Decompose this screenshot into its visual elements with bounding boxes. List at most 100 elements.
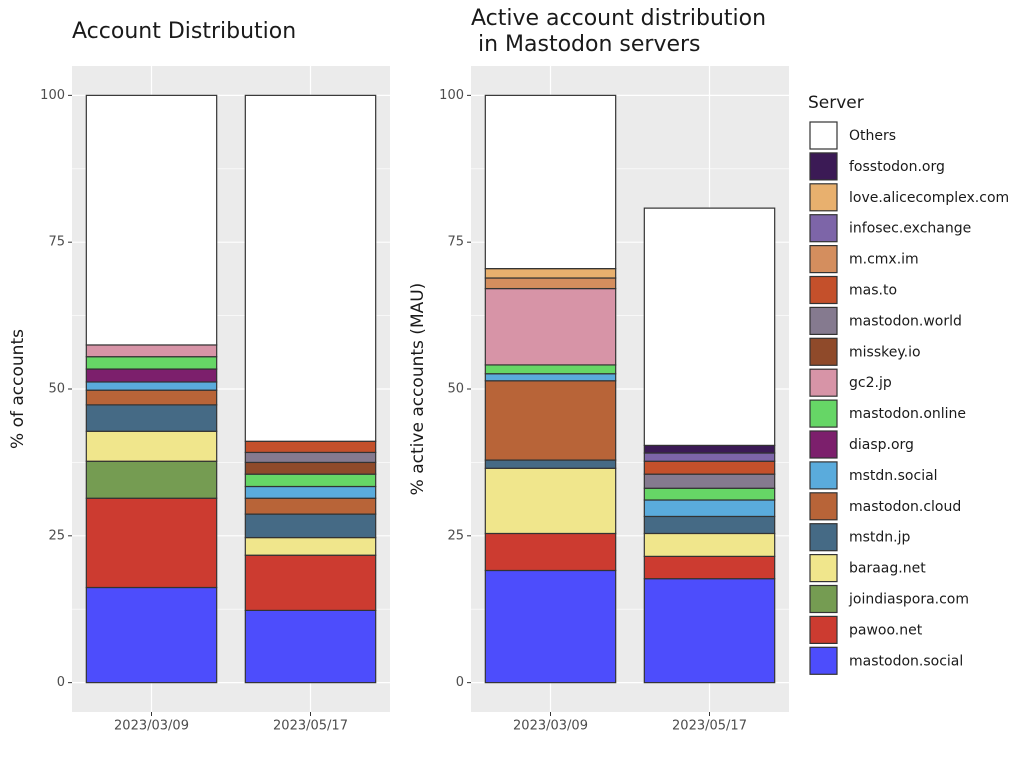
y-tick-label: 25 [447,528,464,543]
legend-swatch [809,584,838,614]
y-tick-label: 75 [447,235,464,250]
y-tick-label: 50 [48,382,65,397]
y-tick-label: 75 [48,235,65,250]
legend-swatch [809,337,838,366]
bar-segment: mastodon.cloud [484,380,617,461]
legend-label: fosstodon.org [849,159,945,175]
bar-segment: infosec.exchange [643,452,776,462]
legend-label: baraag.net [849,561,926,577]
y-axis-title: % of accounts [8,329,28,449]
legend-swatch [809,399,838,428]
y-tick-label: 50 [447,382,464,397]
bar-segment: mstdn.social [643,499,776,518]
legend-swatch [809,368,838,397]
legend-label: mastodon.cloud [849,499,961,515]
legend-label: infosec.exchange [849,221,971,237]
chart-title: Active account distribution [471,6,766,31]
y-tick-label: 100 [439,88,464,103]
legend-swatch [809,183,838,212]
legend-label: love.alicecomplex.com [849,190,1009,206]
bar-segment: baraag.net [643,532,776,557]
legend-swatch [809,430,838,459]
bar-segment: mastodon.online [484,364,617,375]
bar-segment: mastodon.online [244,473,377,488]
legend-label: mstdn.social [849,468,938,484]
legend-swatch [809,615,838,645]
legend-label: pawoo.net [849,622,923,638]
bar-segment: mstdn.social [244,485,377,499]
bar-segment: mastodon.social [643,578,776,684]
bar-segment: Others [244,94,377,442]
bar-segment: m.cmx.im [484,277,617,290]
legend-label: joindiaspora.com [848,592,969,608]
bar-segment: baraag.net [244,536,377,556]
legend-swatch [809,553,838,583]
legend-swatch [809,306,838,335]
bar-segment: gc2.jp [85,344,218,358]
bar-segment: mastodon.online [85,356,218,370]
bar-segment: Others [484,94,617,270]
y-tick-label: 100 [40,88,65,103]
bar-segment: mas.to [643,460,776,475]
y-tick-label: 0 [456,675,464,690]
legend-label: m.cmx.im [849,252,919,268]
legend-swatch [809,214,838,243]
legend-swatch [809,523,838,552]
bar-segment: mas.to [244,440,377,454]
bar-segment: joindiaspora.com [85,460,218,499]
bar-segment: pawoo.net [244,554,377,612]
legend-swatch [809,245,838,274]
bar-segment: Others [643,207,776,446]
bar-segment: mastodon.cloud [244,497,377,515]
bar-segment: pawoo.net [85,497,218,589]
legend-label: mastodon.world [849,313,962,329]
bar-segment: gc2.jp [484,287,617,366]
bar-segment: mstdn.jp [244,513,377,539]
bar-segment: baraag.net [85,430,218,462]
bar-segment: mastodon.world [643,473,776,489]
bar-segment: mastodon.social [85,586,218,684]
legend-title: Server [808,93,864,113]
bar-segment: love.alicecomplex.com [484,268,617,279]
bar-segment: fosstodon.org [643,444,776,454]
bar-segment: mstdn.social [484,373,617,382]
bar-segment: mstdn.social [85,381,218,391]
legend-label: diasp.org [849,437,914,453]
bar-segment: misskey.io [244,461,377,475]
legend-label: mas.to [849,283,897,299]
bar-segment: mastodon.world [244,451,377,464]
bar-segment: mastodon.social [244,609,377,684]
y-axis-title: % active accounts (MAU) [408,283,428,496]
bar-segment: baraag.net [484,467,617,535]
legend-swatch [809,275,838,305]
x-tick-label: 2023/05/17 [273,719,348,734]
legend-swatch [809,492,838,521]
legend-label: mastodon.social [849,653,963,669]
legend-label: gc2.jp [849,375,892,391]
legend-label: Others [849,128,896,144]
legend-label: mastodon.online [849,406,966,422]
x-tick-label: 2023/03/09 [114,719,189,734]
legend-swatch [809,121,838,150]
bar-segment: pawoo.net [484,532,617,572]
x-tick-label: 2023/05/17 [672,719,747,734]
bar-segment: mstdn.jp [643,515,776,535]
y-tick-label: 25 [48,528,65,543]
bar-segment: Others [85,94,218,346]
legend-swatch [809,646,838,675]
bar-segment: mstdn.jp [484,459,617,469]
x-tick-label: 2023/03/09 [513,719,588,734]
chart-title: in Mastodon servers [471,32,701,57]
bar-segment: mstdn.jp [85,404,218,432]
legend-swatch [809,152,838,181]
legend-swatch [809,461,838,490]
y-tick-label: 0 [57,675,65,690]
legend-label: mstdn.jp [849,530,911,546]
bar-segment: mastodon.cloud [85,389,218,406]
legend-label: misskey.io [849,344,921,360]
bar-segment: mastodon.social [484,569,617,684]
chart-title: Account Distribution [72,19,296,44]
bar-segment: diasp.org [85,368,218,383]
bar-segment: mastodon.online [643,487,776,501]
